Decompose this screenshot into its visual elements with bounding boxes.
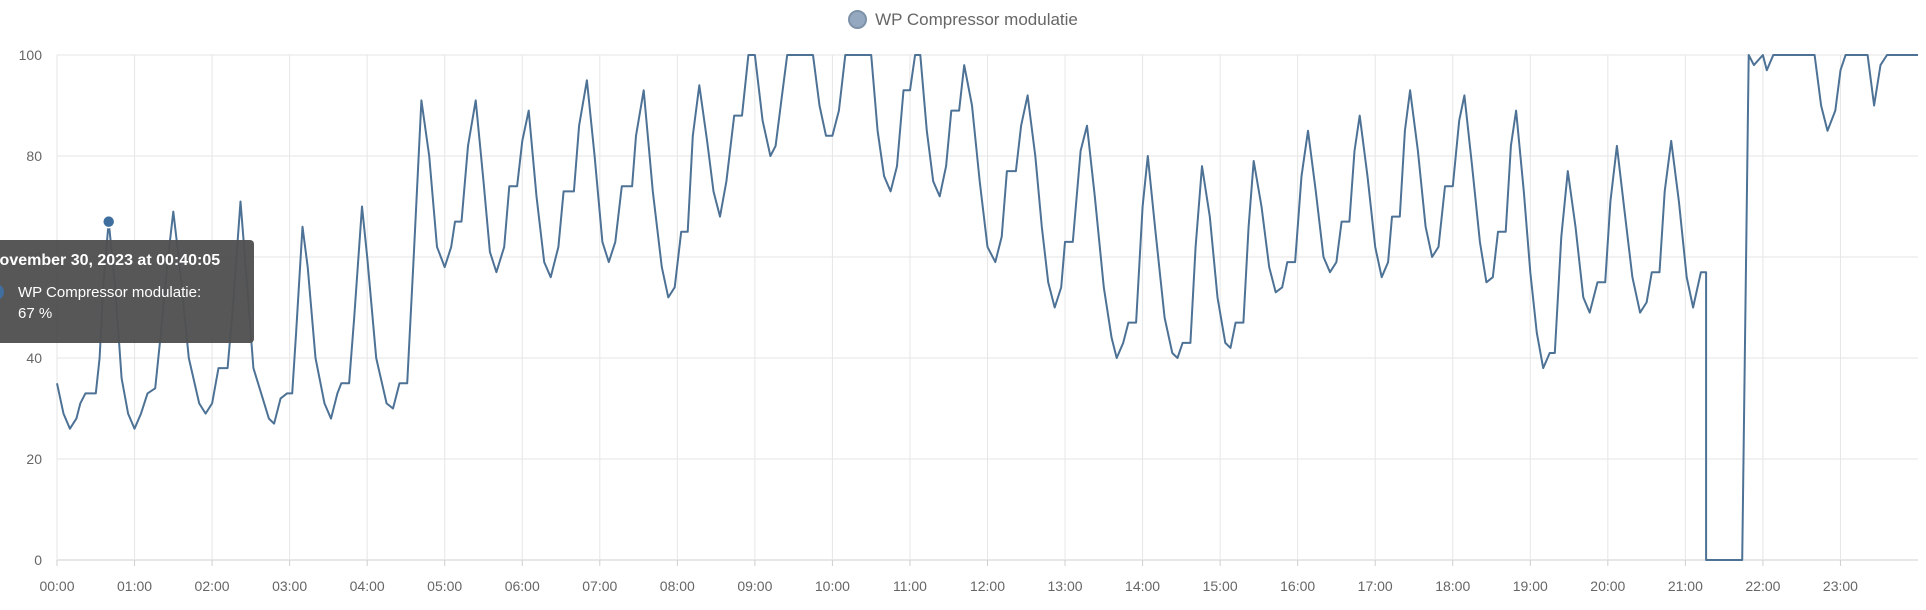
grid — [56, 54, 1918, 566]
legend[interactable]: WP Compressor modulatie — [0, 10, 1926, 30]
x-tick-label: 15:00 — [1203, 578, 1238, 594]
x-tick-label: 16:00 — [1280, 578, 1315, 594]
x-tick-label: 10:00 — [815, 578, 850, 594]
tooltip-title: November 30, 2023 at 00:40:05 — [0, 252, 221, 269]
y-tick-label: 40 — [26, 350, 42, 366]
plot-area[interactable] — [56, 54, 1918, 561]
x-tick-label: 22:00 — [1745, 578, 1780, 594]
x-tick-label: 11:00 — [893, 578, 927, 594]
y-tick-label: 100 — [19, 47, 43, 63]
y-axis-ticks: 020406080100 — [19, 47, 43, 568]
tooltip-row: WP Compressor modulatie: 67 % — [0, 282, 254, 324]
x-tick-label: 01:00 — [117, 578, 152, 594]
y-tick-label: 20 — [26, 451, 42, 467]
x-tick-label: 04:00 — [350, 578, 385, 594]
x-tick-label: 12:00 — [970, 578, 1005, 594]
x-tick-label: 21:00 — [1668, 578, 1703, 594]
x-tick-label: 14:00 — [1125, 578, 1160, 594]
x-tick-label: 19:00 — [1513, 578, 1548, 594]
tooltip-value: 67 % — [18, 305, 53, 322]
x-tick-label: 09:00 — [737, 578, 772, 594]
y-tick-label: 0 — [34, 552, 42, 568]
y-tick-label: 80 — [26, 148, 42, 164]
legend-label: WP Compressor modulatie — [875, 10, 1078, 29]
x-tick-label: 00:00 — [39, 578, 74, 594]
tooltip: November 30, 2023 at 00:40:05 WP Compres… — [0, 240, 254, 343]
x-tick-label: 17:00 — [1358, 578, 1393, 594]
x-tick-label: 18:00 — [1435, 578, 1470, 594]
tooltip-body: WP Compressor modulatie: 67 % — [18, 282, 201, 324]
x-tick-label: 03:00 — [272, 578, 307, 594]
legend-swatch — [848, 10, 868, 29]
x-tick-label: 02:00 — [195, 578, 230, 594]
x-tick-label: 07:00 — [582, 578, 617, 594]
x-tick-label: 05:00 — [427, 578, 462, 594]
series-line — [56, 54, 1918, 561]
x-axis-ticks: 00:00 01:00 02:00 03:00 04:00 05:00 06:00 07:00… — [39, 578, 1858, 594]
hover-point — [101, 214, 116, 229]
tooltip-series-swatch — [0, 284, 4, 300]
x-tick-label: 13:00 — [1048, 578, 1083, 594]
x-tick-label: 20:00 — [1590, 578, 1625, 594]
x-tick-label: 23:00 — [1823, 578, 1858, 594]
tooltip-series-label: WP Compressor modulatie: — [18, 284, 202, 301]
x-tick-label: 06:00 — [505, 578, 540, 594]
x-tick-label: 08:00 — [660, 578, 695, 594]
